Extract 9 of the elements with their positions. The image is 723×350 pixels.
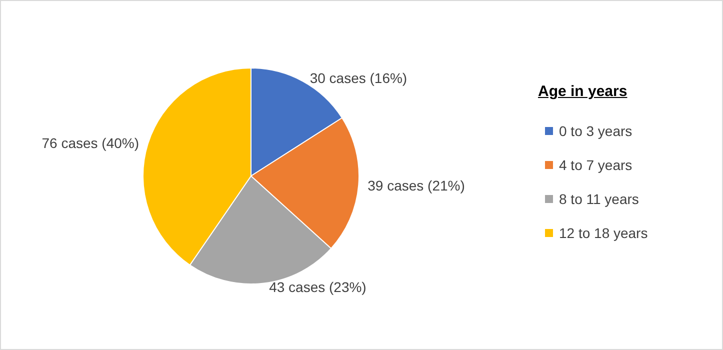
data-label: 39 cases (21%) xyxy=(368,177,465,194)
data-label: 76 cases (40%) xyxy=(42,134,140,151)
legend-label: 0 to 3 years xyxy=(559,123,632,139)
legend-label: 4 to 7 years xyxy=(559,157,632,173)
legend-label: 8 to 11 years xyxy=(559,191,639,207)
legend-title: Age in years xyxy=(538,83,628,100)
data-label: 43 cases (23%) xyxy=(269,279,366,296)
data-label: 30 cases (16%) xyxy=(310,70,408,86)
legend-label: 12 to 18 years xyxy=(559,225,648,241)
